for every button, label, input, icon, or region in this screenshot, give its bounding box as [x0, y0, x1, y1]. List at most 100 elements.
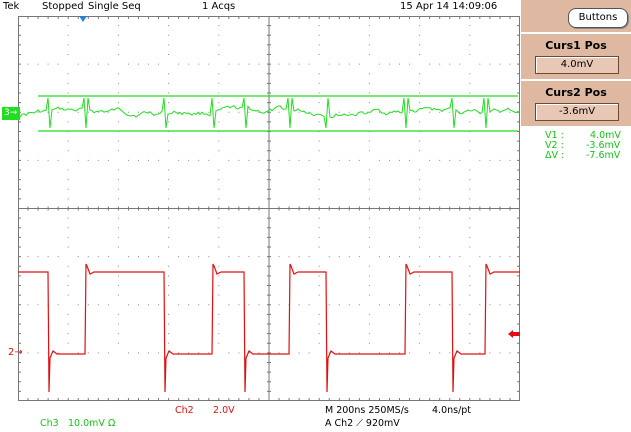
grid-dot — [409, 159, 411, 161]
grid-dot — [419, 169, 421, 171]
grid-dot — [97, 63, 99, 65]
grid-dot — [318, 169, 320, 171]
grid-dot — [208, 159, 210, 161]
grid-dot — [67, 102, 69, 104]
grid-dot — [218, 150, 220, 152]
grid-dot — [318, 285, 320, 286]
trigger-position-icon[interactable] — [79, 16, 87, 22]
grid-dot — [509, 352, 511, 354]
grid-dot — [67, 169, 69, 171]
grid-dot — [168, 25, 170, 27]
grid-dot — [137, 63, 139, 65]
trigger-level-icon[interactable] — [508, 330, 520, 338]
grid-dot — [57, 304, 59, 306]
grid-dot — [419, 82, 421, 84]
grid-dot — [419, 342, 421, 344]
grid-dot — [248, 256, 250, 258]
grid-dot — [188, 159, 190, 161]
grid-dot — [419, 294, 421, 296]
grid-dot — [399, 304, 401, 306]
grid-dot — [137, 256, 139, 258]
grid-dot — [409, 304, 411, 306]
grid-dot — [218, 313, 220, 315]
grid-dot — [137, 111, 139, 113]
grid-dot — [218, 265, 220, 267]
grid-dot — [117, 44, 119, 46]
grid-dot — [188, 352, 190, 354]
grid-dot — [218, 246, 220, 248]
grid-dot — [338, 63, 340, 65]
brand-label: Tek — [3, 1, 20, 12]
grid-dot — [318, 333, 320, 335]
grid-dot — [137, 352, 139, 354]
grid-dot — [318, 217, 320, 219]
grid-dot — [318, 236, 320, 238]
grid-dot — [27, 304, 29, 306]
grid-dot — [178, 63, 180, 65]
curs1-pos-value[interactable]: 4.0mV — [535, 56, 619, 74]
grid-dot — [168, 313, 170, 315]
grid-dot — [37, 256, 39, 258]
grid-dot — [208, 111, 210, 113]
ch3-ground-marker[interactable]: 3→ — [2, 107, 20, 120]
cursor-lines[interactable] — [38, 95, 518, 132]
grid-dot — [67, 54, 69, 55]
grid-dot — [97, 304, 99, 306]
grid-dot — [358, 256, 360, 258]
grid-dot — [67, 73, 69, 75]
grid-dot — [368, 285, 370, 286]
grid-dot — [87, 159, 89, 161]
grid-dot — [509, 111, 511, 113]
grid-dot — [419, 198, 421, 200]
grid-dot — [228, 111, 230, 113]
ch2-label: Ch2 — [175, 405, 194, 416]
grid-dot — [368, 246, 370, 248]
grid-dot — [509, 304, 511, 306]
grid-dot — [107, 159, 109, 161]
grid-dot — [348, 159, 350, 161]
grid-dot — [158, 63, 160, 65]
grid-dot — [67, 227, 69, 229]
grid-dot — [27, 256, 29, 258]
grid-dot — [489, 352, 491, 354]
grid-dot — [469, 121, 471, 123]
grid-dot — [67, 333, 69, 335]
grid-dot — [499, 159, 501, 161]
grid-dot — [348, 63, 350, 65]
grid-dot — [429, 63, 431, 65]
grid-dot — [67, 44, 69, 46]
grid-dot — [288, 159, 290, 161]
grid-dot — [168, 188, 170, 190]
grid-dot — [459, 159, 461, 161]
grid-dot — [148, 63, 150, 65]
grid-dot — [67, 82, 69, 84]
acq-mode: Single Seq — [88, 1, 141, 12]
grid-dot — [429, 256, 431, 258]
grid-dot — [509, 256, 511, 258]
grid-dot — [188, 304, 190, 306]
grid-dot — [67, 25, 69, 27]
grid-dot — [148, 159, 150, 161]
grid-dot — [419, 44, 421, 46]
grid-dot — [469, 82, 471, 84]
grid-dot — [378, 111, 380, 113]
grid-dot — [218, 217, 220, 219]
grid-dot — [318, 121, 320, 123]
grid-dot — [248, 304, 250, 306]
grid-dot — [469, 188, 471, 190]
grid-dot — [469, 265, 471, 267]
grid-dot — [338, 256, 340, 258]
grid-dot — [127, 256, 129, 258]
waveform-display[interactable] — [18, 16, 520, 401]
grid-dot — [509, 63, 511, 65]
buttons-button[interactable]: Buttons — [568, 8, 628, 28]
grid-dot — [419, 102, 421, 104]
grid-dot — [509, 159, 511, 161]
grid-dot — [127, 304, 129, 306]
grid-dot — [348, 304, 350, 306]
curs2-pos-value[interactable]: -3.6mV — [535, 103, 619, 121]
grid-dot — [419, 150, 421, 152]
ch2-ground-marker[interactable]: 2→ — [8, 347, 23, 358]
grid-dot — [67, 313, 69, 315]
grid-dot — [469, 34, 471, 36]
